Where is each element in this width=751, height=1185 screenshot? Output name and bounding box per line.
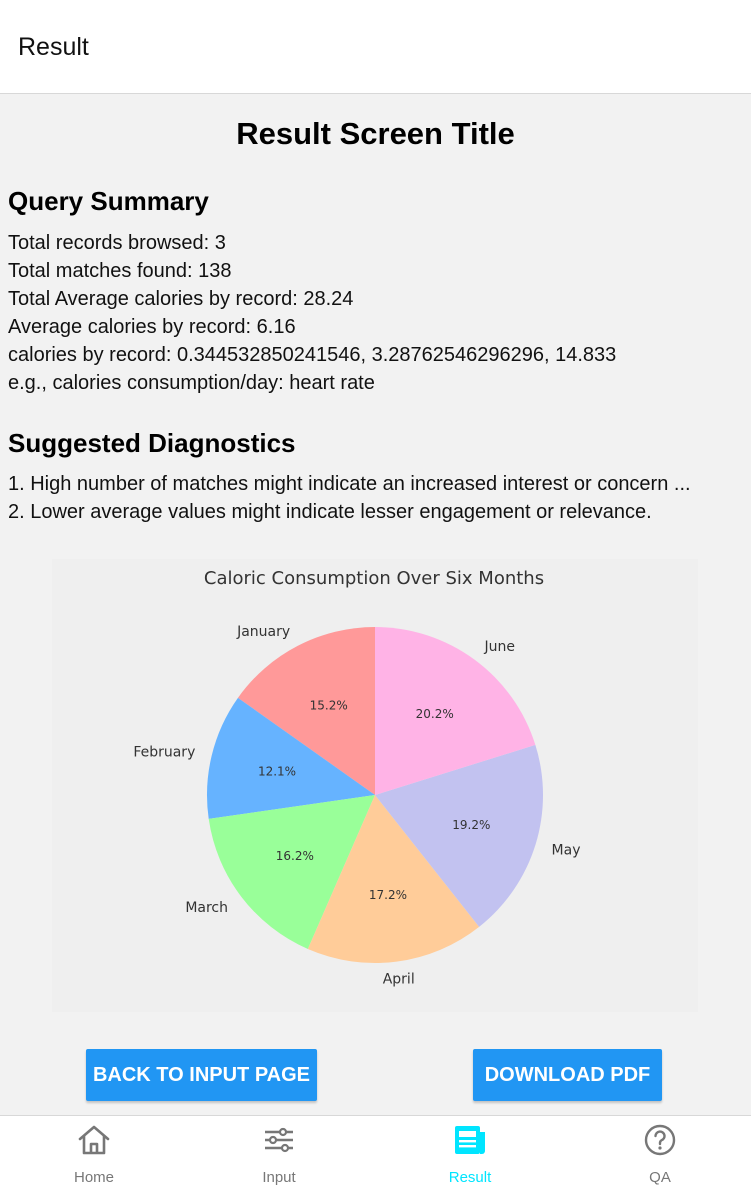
pie-pct-label: 16.2% [276,849,314,863]
diagnostics-heading: Suggested Diagnostics [8,428,296,458]
result-content[interactable]: Result Screen Title Query Summary Total … [0,94,751,1115]
nav-label-home: Home [73,1169,114,1185]
nav-item-home[interactable]: Home [0,1116,188,1185]
query-summary-list: Total records browsed: 3 Total matches f… [8,229,748,397]
summary-line: calories by record: 0.344532850241546, 3… [8,344,617,366]
query-summary-heading: Query Summary [8,186,209,216]
download-pdf-button[interactable]: DOWNLOAD PDF [473,1049,662,1101]
pie-slice-june [375,627,536,795]
sliders-icon [265,1127,293,1153]
pie-slice-january [237,627,375,795]
summary-line: Total records browsed: 3 [8,232,226,254]
page-title: Result Screen Title [236,116,515,151]
pie-label-march: March [185,900,228,916]
nav-label-input: Input [262,1169,296,1185]
pie-label-february: February [133,745,195,761]
pie-pct-label: 17.2% [369,888,407,902]
chart-title: Caloric Consumption Over Six Months [204,568,544,589]
pie-label-june: June [483,639,515,655]
pie-label-january: January [236,624,290,640]
back-to-input-button[interactable]: BACK TO INPUT PAGE [86,1049,317,1101]
app-bar-title: Result [18,33,89,61]
app-bar: Result [0,0,751,94]
help-circle-icon [644,1124,676,1156]
nav-item-result[interactable]: Result [376,1116,564,1185]
nav-label-result: Result [448,1169,492,1185]
nav-item-qa[interactable]: QA [566,1116,751,1185]
pie-pct-label: 20.2% [416,707,454,721]
pie-label-april: April [383,971,415,987]
pie-chart: Caloric Consumption Over Six Months 15.2… [52,559,698,1012]
pie-chart-svg: Caloric Consumption Over Six Months 15.2… [133,568,581,987]
summary-line: Total Average calories by record: 28.24 [8,288,354,310]
newspaper-icon [455,1126,485,1154]
summary-line: Total matches found: 138 [8,260,232,282]
nav-label-qa: QA [649,1169,671,1185]
pie-slice-may [375,744,543,927]
summary-line: Average calories by record: 6.16 [8,316,296,338]
nav-item-input[interactable]: Input [185,1116,373,1185]
pie-slice-march [208,795,375,949]
home-icon [78,1125,110,1155]
pie-slice-april [307,795,480,963]
pie-pct-label: 12.1% [258,764,296,778]
summary-line: e.g., calories consumption/day: heart ra… [8,372,375,394]
diagnostic-line: 2. Lower average values might indicate l… [8,501,652,523]
diagnostic-line: 1. High number of matches might indicate… [8,473,691,495]
pie-label-may: May [552,843,581,859]
bottom-nav: Home Input Result QA [0,1115,751,1185]
pie-pct-label: 19.2% [452,818,490,832]
diagnostics-list: 1. High number of matches might indicate… [8,470,748,526]
pie-slice-february [207,697,375,819]
pie-pct-label: 15.2% [310,698,348,712]
